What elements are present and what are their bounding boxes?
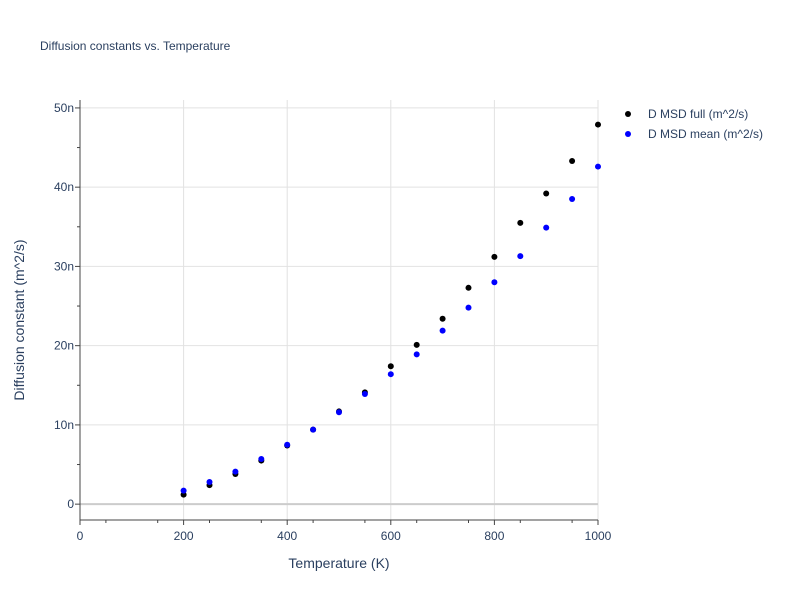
point-d-msd-mean[interactable]: [543, 224, 550, 231]
point-d-msd-full[interactable]: [413, 341, 420, 348]
point-d-msd-mean[interactable]: [569, 196, 576, 203]
axes: [75, 100, 599, 525]
point-d-msd-mean[interactable]: [465, 304, 472, 311]
y-axis-title: Diffusion constant (m^2/s): [11, 239, 27, 400]
x-axis-title: Temperature (K): [288, 555, 389, 571]
point-d-msd-mean[interactable]: [595, 163, 601, 170]
y-tick-label: 50n: [54, 101, 74, 115]
legend-marker-mean[interactable]: [625, 131, 631, 137]
point-d-msd-mean[interactable]: [413, 351, 420, 358]
tick-labels: 0 200 400 600 800 1000 0 10n 20n 30n 40n 50n: [54, 101, 612, 543]
point-d-msd-mean[interactable]: [439, 327, 446, 334]
point-d-msd-mean[interactable]: [258, 455, 265, 462]
point-d-msd-mean[interactable]: [361, 391, 368, 397]
point-d-msd-mean[interactable]: [232, 468, 239, 475]
point-d-msd-mean[interactable]: [310, 426, 317, 433]
point-d-msd-mean[interactable]: [491, 279, 498, 286]
data-points: [180, 121, 601, 498]
point-d-msd-mean[interactable]: [206, 478, 213, 485]
point-d-msd-full[interactable]: [465, 284, 472, 291]
point-d-msd-full[interactable]: [491, 253, 498, 260]
grid-lines: [80, 100, 599, 520]
x-tick-label: 600: [381, 529, 401, 543]
point-d-msd-full[interactable]: [543, 190, 550, 197]
y-tick-label: 10n: [54, 418, 74, 432]
point-d-msd-mean[interactable]: [284, 441, 291, 448]
point-d-msd-full[interactable]: [517, 219, 524, 226]
point-d-msd-mean[interactable]: [336, 409, 342, 416]
y-tick-label: 20n: [54, 339, 74, 353]
point-d-msd-full[interactable]: [569, 158, 576, 165]
legend[interactable]: D MSD full (m^2/s) D MSD mean (m^2/s): [625, 107, 763, 141]
legend-label-full[interactable]: D MSD full (m^2/s): [648, 107, 748, 121]
x-tick-label: 0: [77, 529, 84, 543]
x-tick-label: 800: [484, 529, 504, 543]
point-d-msd-mean[interactable]: [387, 371, 394, 378]
y-tick-label: 30n: [54, 259, 74, 273]
x-tick-label: 200: [174, 529, 194, 543]
point-d-msd-full[interactable]: [595, 121, 601, 128]
x-tick-label: 400: [277, 529, 297, 543]
y-tick-label: 0: [67, 497, 74, 511]
point-d-msd-full[interactable]: [439, 315, 446, 322]
chart-title: Diffusion constants vs. Temperature: [40, 39, 231, 53]
point-d-msd-full[interactable]: [387, 363, 394, 370]
point-d-msd-mean[interactable]: [180, 487, 187, 494]
x-tick-label: 1000: [585, 529, 612, 543]
legend-label-mean[interactable]: D MSD mean (m^2/s): [648, 127, 763, 141]
y-tick-label: 40n: [54, 180, 74, 194]
legend-marker-full[interactable]: [625, 111, 631, 117]
point-d-msd-mean[interactable]: [517, 253, 524, 260]
